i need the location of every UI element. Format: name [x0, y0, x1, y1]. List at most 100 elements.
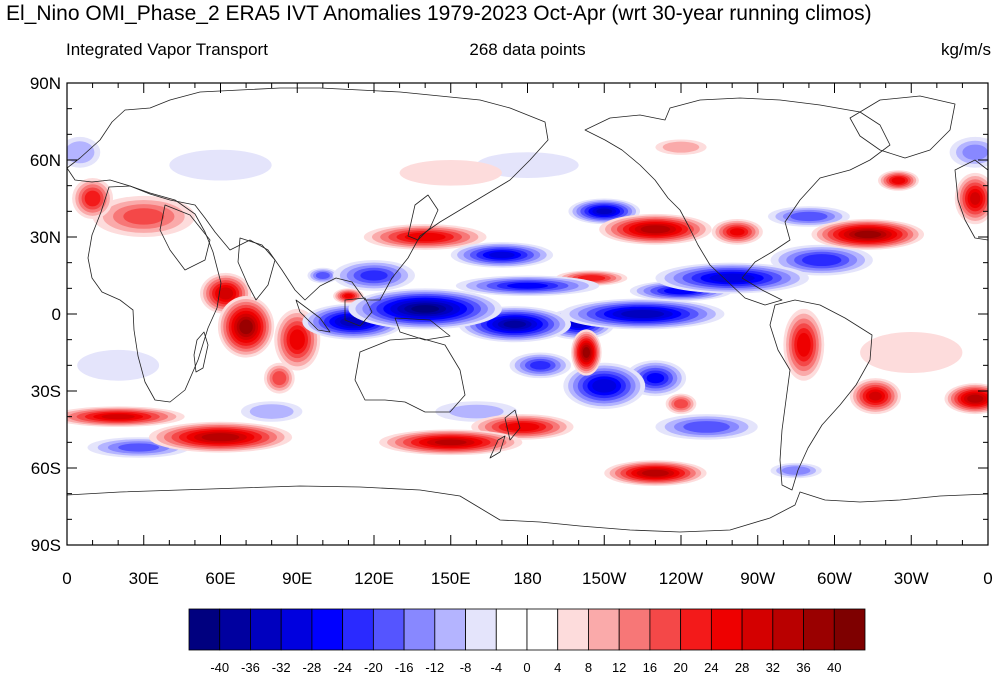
- colorbar-label: -28: [303, 660, 322, 675]
- anomaly-region: [849, 378, 902, 415]
- colorbar-label: 0: [523, 660, 530, 675]
- contour-fill: [621, 309, 665, 319]
- contour-fill: [101, 414, 135, 420]
- colorbar-label: 36: [796, 660, 810, 675]
- contour-fill: [781, 466, 811, 475]
- anomaly-region: [67, 406, 185, 427]
- contour-fill: [869, 391, 882, 401]
- colorbar-label: 32: [766, 660, 780, 675]
- contour-fill: [582, 347, 590, 358]
- anomaly-region: [72, 177, 114, 220]
- colorbar-swatch: [219, 608, 251, 651]
- colorbar-label: -4: [490, 660, 502, 675]
- y-tick-label: 60S: [31, 459, 61, 478]
- contour-fill: [860, 331, 963, 374]
- x-tick-label: 120E: [354, 569, 394, 588]
- colorbar-label: 24: [704, 660, 718, 675]
- colorbar-label: -12: [425, 660, 444, 675]
- anomaly-region: [148, 421, 293, 453]
- contour-fill: [662, 141, 700, 153]
- contour-fill: [891, 177, 906, 184]
- colorbar-label: -20: [364, 660, 383, 675]
- colorbar-label: 4: [554, 660, 561, 675]
- coastline-antarctica: [67, 485, 988, 533]
- left-subtitle: Integrated Vapor Transport: [66, 40, 268, 59]
- anomaly-region: [860, 331, 963, 374]
- colorbar: -40 -36 -32 -28 -24 -20 -16 -12 -8 -4 0 4 8 12 16 20 24 2…: [188, 608, 866, 675]
- anomaly-region: [77, 349, 160, 381]
- contour-fill: [434, 439, 467, 446]
- colorbar-label: 28: [735, 660, 749, 675]
- colorbar-label: 16: [643, 660, 657, 675]
- y-tick-label: 30S: [31, 382, 61, 401]
- anomaly-region: [570, 329, 602, 376]
- colorbar-label: -24: [333, 660, 352, 675]
- contour-fill: [399, 160, 502, 186]
- anomaly-region: [348, 288, 502, 330]
- contour-fill: [272, 371, 287, 386]
- anomaly-region: [307, 267, 339, 284]
- colorbar-label: 40: [827, 660, 841, 675]
- contour-fill: [201, 433, 240, 442]
- colorbar-swatch: [710, 608, 743, 651]
- colorbar-swatch: [833, 608, 866, 651]
- contour-fill: [118, 443, 160, 452]
- colorbar-swatch: [557, 608, 589, 651]
- coastline-new-zealand: [489, 409, 521, 459]
- contour-fill: [802, 254, 842, 267]
- anomaly-region: [563, 362, 646, 409]
- coastline-greenland: [849, 95, 956, 159]
- colorbar-swatch: [342, 608, 374, 651]
- x-tick-label: 30E: [129, 569, 159, 588]
- contour-fill: [315, 272, 330, 279]
- anomaly-region: [655, 262, 809, 294]
- anomaly-region: [599, 213, 712, 245]
- colorbar-label: 20: [673, 660, 687, 675]
- anomaly-region: [92, 195, 195, 237]
- contour-fill: [505, 422, 540, 432]
- anomaly-region: [263, 362, 295, 394]
- coastline-madagascar: [193, 331, 209, 373]
- colorbar-swatch: [311, 608, 344, 651]
- contour-fill: [169, 149, 272, 181]
- contour-fill: [790, 211, 828, 222]
- x-tick-label: 180: [513, 569, 541, 588]
- y-tick-label: 0: [52, 305, 61, 324]
- coastline-north-america: [584, 97, 891, 306]
- anomaly-region: [944, 383, 988, 415]
- anomaly-region: [67, 136, 101, 168]
- colorbar-label: 8: [585, 660, 592, 675]
- anomaly-region: [471, 414, 574, 440]
- anomaly-region: [767, 206, 850, 227]
- colorbar-label: -40: [210, 660, 229, 675]
- contour-fill: [530, 361, 551, 370]
- contour-fill: [77, 349, 160, 381]
- colorbar-swatch: [434, 608, 466, 651]
- contour-fill: [641, 469, 669, 477]
- x-tick-label: 120W: [659, 569, 703, 588]
- x-tick-label: 30W: [894, 569, 929, 588]
- x-tick-label: 150W: [582, 569, 626, 588]
- contour-fill: [218, 287, 234, 300]
- anomaly-region: [458, 306, 571, 343]
- anomaly-region: [333, 288, 364, 304]
- contour-fill: [239, 319, 253, 335]
- anomaly-region: [783, 308, 825, 381]
- coastline-africa: [87, 185, 222, 403]
- anomaly-region: [811, 219, 925, 250]
- colorbar-swatch: [803, 608, 835, 651]
- contour-fill: [344, 293, 353, 299]
- anomaly-region: [655, 414, 758, 440]
- contour-fill: [289, 329, 305, 350]
- coastlines: [67, 87, 988, 533]
- x-tick-label: 0: [983, 569, 992, 588]
- contour-fill: [646, 373, 665, 384]
- contour-fill: [970, 192, 981, 205]
- anomaly-region: [877, 170, 919, 191]
- colorbar-label: -16: [395, 660, 414, 675]
- colorbar-swatch: [618, 608, 651, 651]
- contour-fill: [796, 332, 811, 357]
- contour-fill: [683, 421, 730, 433]
- map-axes: 0 30E 60E 90E 120E 150E 180 150W 120W 90W 60W 30W 09…: [30, 74, 993, 588]
- coastline-japan: [407, 194, 439, 241]
